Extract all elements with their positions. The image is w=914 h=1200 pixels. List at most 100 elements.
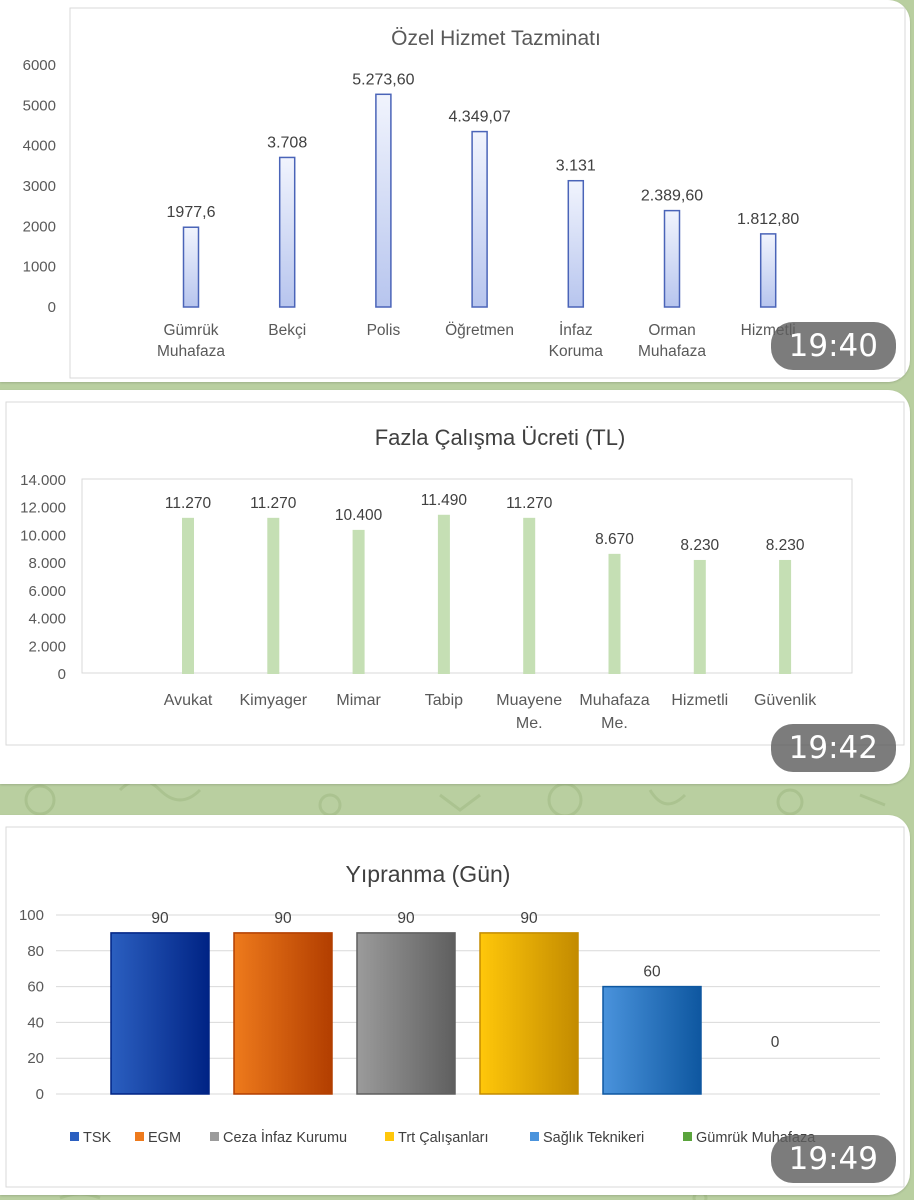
message-bubble-3[interactable]: Yıpranma (Gün) 0 20 40 60 80 100 90 90 90 90 60 0 …: [0, 815, 910, 1195]
bar: [608, 553, 621, 674]
legend-item: TSK: [70, 1130, 112, 1146]
y-tick-label: 20: [27, 1050, 44, 1067]
data-label: 1977,6: [167, 204, 216, 221]
x-tick-label: Bekçi: [268, 322, 306, 339]
x-tick-label: Polis: [367, 322, 401, 339]
data-label: 11.270: [506, 495, 553, 512]
x-tick-label: Muhafaza: [157, 343, 225, 360]
chart-title: Özel Hizmet Tazminatı: [391, 27, 601, 50]
data-label: 4.349,07: [448, 109, 510, 126]
y-tick-label: 4.000: [28, 611, 66, 628]
data-label: 1.812,80: [737, 211, 799, 228]
y-tick-label: 10.000: [20, 527, 66, 544]
x-tick-label: Muayene: [496, 692, 562, 709]
message-bubble-1[interactable]: Özel Hizmet Tazminatı 0 1000 2000 3000 4000 5…: [0, 0, 910, 382]
data-label: 0: [771, 1034, 780, 1051]
message-time: 19:40: [770, 322, 896, 370]
x-tick-label: Me.: [516, 715, 543, 732]
y-tick-label: 0: [58, 666, 66, 683]
x-tick-label: Me.: [601, 715, 628, 732]
bar: [759, 233, 777, 308]
y-tick-label: 4000: [23, 138, 56, 155]
y-tick-label: 1000: [23, 259, 56, 276]
data-label: 8.230: [766, 537, 805, 554]
plot-area: [81, 478, 853, 674]
bar: [437, 514, 450, 674]
bar: [267, 517, 280, 674]
bar: [567, 179, 585, 308]
legend-item: Sağlık Teknikeri: [530, 1130, 644, 1146]
data-label: 8.670: [595, 531, 634, 548]
legend-label: EGM: [148, 1130, 181, 1146]
bar: [352, 529, 365, 674]
legend-label: Trt Çalışanları: [398, 1130, 489, 1146]
data-label: 90: [151, 910, 169, 927]
y-tick-label: 2.000: [28, 638, 66, 655]
plot-frame: [5, 826, 905, 1188]
x-tick-label: Muhafaza: [638, 343, 706, 360]
y-tick-label: 0: [36, 1086, 44, 1103]
legend-swatch: [135, 1132, 144, 1141]
bar: [233, 932, 333, 1095]
x-tick-label: Orman: [648, 322, 695, 339]
legend-swatch: [683, 1132, 692, 1141]
y-tick-label: 8.000: [28, 555, 66, 572]
x-tick-label: Avukat: [164, 692, 213, 709]
legend-item: Ceza İnfaz Kurumu: [210, 1128, 347, 1146]
y-tick-label: 0: [48, 299, 56, 316]
x-tick-label: Güvenlik: [754, 692, 817, 709]
bar: [523, 517, 536, 674]
x-tick-label: Mimar: [336, 692, 381, 709]
message-bubble-2[interactable]: Fazla Çalışma Ücreti (TL) 0 2.000 4.000 6.0…: [0, 390, 910, 784]
bar: [663, 209, 681, 308]
y-tick-label: 12.000: [20, 500, 66, 517]
y-tick-label: 80: [27, 943, 44, 960]
bar: [479, 932, 579, 1095]
legend-swatch: [210, 1132, 219, 1141]
x-tick-label: Tabip: [425, 692, 463, 709]
y-tick-label: 6.000: [28, 583, 66, 600]
y-tick-label: 3000: [23, 178, 56, 195]
chart-title: Fazla Çalışma Ücreti (TL): [375, 425, 626, 450]
legend-item: Trt Çalışanları: [385, 1130, 489, 1146]
data-label: 2.389,60: [641, 188, 703, 205]
legend-swatch: [385, 1132, 394, 1141]
y-tick-label: 100: [19, 907, 44, 924]
bar: [375, 93, 392, 308]
y-tick-label: 40: [27, 1014, 44, 1031]
x-tick-label: İnfaz: [559, 321, 593, 339]
data-label: 11.270: [250, 495, 297, 512]
chart-title: Yıpranma (Gün): [346, 861, 511, 887]
data-label: 8.230: [680, 537, 719, 554]
x-tick-label: Muhafaza: [579, 692, 649, 709]
bar: [693, 559, 706, 674]
data-label: 11.490: [421, 492, 468, 509]
chart-ozel-hizmet-tazminati: Özel Hizmet Tazminatı 0 1000 2000 3000 4000 5…: [23, 7, 906, 379]
bar: [602, 985, 702, 1095]
message-time: 19:42: [770, 724, 896, 772]
y-tick-label: 14.000: [20, 472, 66, 489]
chart-fazla-calisma-ucreti: Fazla Çalışma Ücreti (TL) 0 2.000 4.000 6.0…: [5, 401, 905, 746]
bar: [471, 130, 488, 308]
data-label: 3.131: [556, 158, 596, 175]
data-label: 60: [643, 964, 661, 981]
x-tick-label: Hizmetli: [671, 692, 728, 709]
data-label: 90: [397, 910, 415, 927]
legend-label: Sağlık Teknikeri: [543, 1130, 644, 1146]
y-tick-label: 60: [27, 979, 44, 996]
data-label: 5.273,60: [352, 71, 414, 88]
legend-swatch: [70, 1132, 79, 1141]
y-tick-label: 2000: [23, 218, 56, 235]
data-label: 90: [520, 910, 538, 927]
legend-label: Ceza İnfaz Kurumu: [223, 1128, 347, 1146]
y-tick-label: 5000: [23, 97, 56, 114]
plot-frame: [5, 401, 905, 746]
message-time: 19:49: [770, 1135, 896, 1183]
bar: [182, 226, 200, 308]
x-tick-label: Koruma: [549, 343, 604, 360]
bar: [110, 932, 210, 1095]
legend-label: TSK: [83, 1130, 112, 1146]
legend-swatch: [530, 1132, 539, 1141]
plot-frame: [69, 7, 906, 379]
